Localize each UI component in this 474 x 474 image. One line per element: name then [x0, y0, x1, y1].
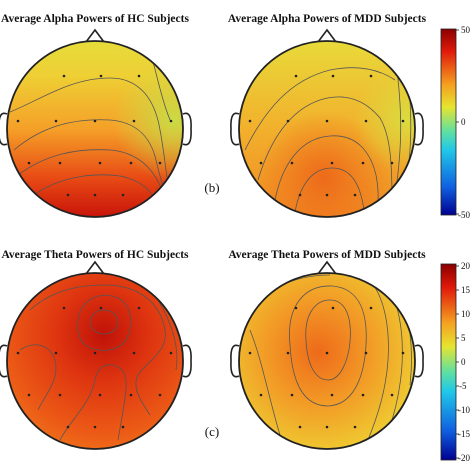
electrodes: [16, 306, 173, 429]
left-ear: [230, 112, 240, 146]
colorbar-tick: 10: [461, 309, 471, 319]
colorbar-tick: 5: [461, 333, 466, 343]
right-ear: [182, 344, 192, 378]
topomap-alpha-hc: [0, 28, 192, 218]
colorbar-tick: -15: [458, 429, 470, 439]
colorbar-tick: 0: [461, 357, 466, 367]
map-title-theta-hc: Average Theta Powers of HC Subjects: [1, 249, 189, 261]
head-outline: [238, 40, 416, 218]
colorbar-tick: 15: [461, 285, 471, 295]
head-outline: [6, 40, 184, 218]
left-ear: [0, 344, 8, 378]
map-title-alpha-hc: Average Alpha Powers of HC Subjects: [1, 13, 189, 25]
colorbar-tick: -20: [458, 453, 470, 463]
right-ear: [414, 344, 424, 378]
map-title-theta-mdd: Average Theta Powers of MDD Subjects: [228, 249, 426, 261]
colorbar-theta: 20 15 10 5 0 -5 -10 -15 -20: [440, 261, 471, 463]
topomap-theta-hc: [0, 260, 192, 450]
electrodes: [248, 74, 405, 197]
right-ear: [182, 112, 192, 146]
topomap-alpha-mdd: [230, 28, 424, 218]
colorbar-tick: -5: [459, 381, 467, 391]
right-ear: [414, 112, 424, 146]
head-outline: [6, 272, 184, 450]
panel-c: Average Theta Powers of HC Subjects Aver…: [0, 249, 471, 463]
panel-label-b: (b): [204, 180, 219, 195]
nose: [85, 260, 105, 275]
contour-lines: [244, 54, 412, 213]
contour-lines: [19, 284, 178, 441]
head-outline: [238, 272, 416, 450]
electrodes: [248, 306, 405, 429]
left-ear: [0, 112, 8, 146]
colorbar-tick: 50: [461, 25, 471, 35]
nose: [317, 260, 337, 275]
nose: [85, 28, 105, 43]
panel-label-c: (c): [205, 424, 219, 439]
colorbar-tick: -50: [458, 210, 470, 220]
colorbar-tick: -10: [458, 405, 470, 415]
colorbar-tick: 0: [461, 117, 466, 127]
map-title-alpha-mdd: Average Alpha Powers of MDD Subjects: [228, 13, 427, 25]
colorbar-tick: 20: [461, 261, 471, 271]
electrodes: [16, 74, 173, 197]
panel-b: Average Alpha Powers of HC Subjects Aver…: [0, 13, 471, 220]
left-ear: [230, 344, 240, 378]
nose: [317, 28, 337, 43]
colorbar-alpha: 50 0 -50: [440, 25, 471, 220]
topomap-theta-mdd: [230, 260, 424, 450]
